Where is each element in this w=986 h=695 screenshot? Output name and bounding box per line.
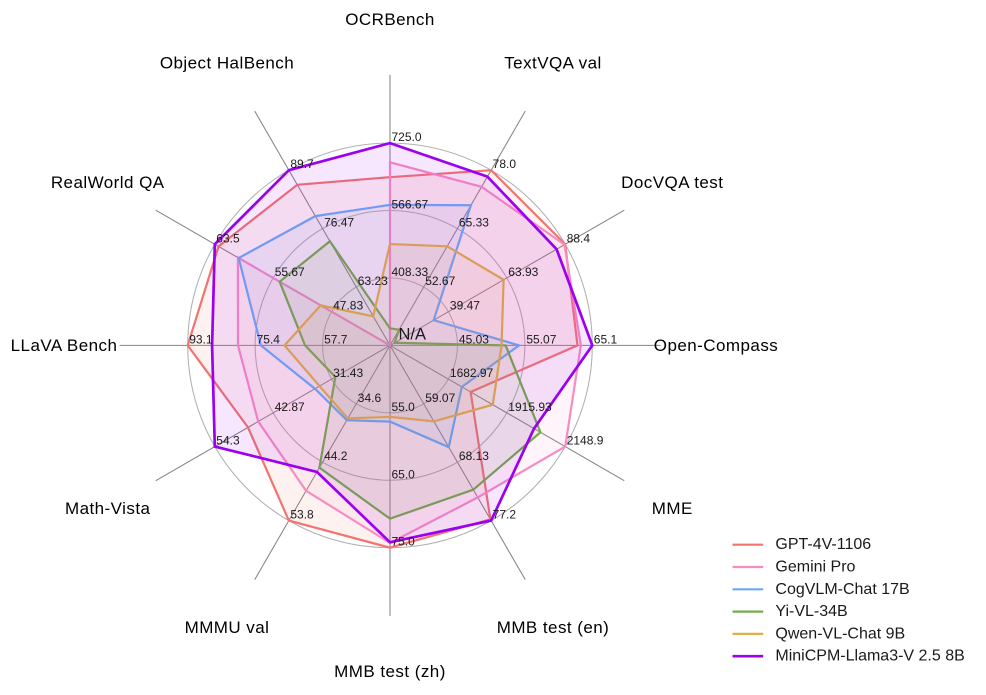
svg-text:54.3: 54.3 [216, 434, 240, 448]
svg-text:LLaVA Bench: LLaVA Bench [11, 336, 118, 355]
svg-text:RealWorld QA: RealWorld QA [51, 173, 165, 192]
svg-text:Yi-VL-34B: Yi-VL-34B [775, 603, 847, 620]
svg-text:MMB test (en): MMB test (en) [497, 618, 610, 637]
svg-text:Gemini Pro: Gemini Pro [775, 559, 855, 576]
svg-text:GPT-4V-1106: GPT-4V-1106 [775, 536, 871, 553]
svg-text:DocVQA test: DocVQA test [621, 173, 723, 192]
svg-text:93.1: 93.1 [189, 332, 213, 346]
svg-text:408.33: 408.33 [392, 265, 429, 279]
svg-text:65.33: 65.33 [459, 216, 489, 230]
svg-text:TextVQA val: TextVQA val [504, 54, 602, 73]
svg-text:55.07: 55.07 [526, 332, 556, 346]
svg-text:88.4: 88.4 [567, 231, 591, 245]
svg-text:59.07: 59.07 [425, 391, 455, 405]
svg-text:34.6: 34.6 [358, 391, 382, 405]
svg-text:Open-Compass: Open-Compass [654, 336, 778, 355]
svg-text:76.47: 76.47 [324, 216, 354, 230]
svg-text:2148.9: 2148.9 [567, 434, 604, 448]
svg-text:Math-Vista: Math-Vista [65, 499, 151, 518]
svg-text:Object HalBench: Object HalBench [160, 54, 294, 73]
svg-text:47.83: 47.83 [333, 299, 363, 313]
svg-text:44.2: 44.2 [324, 449, 348, 463]
svg-text:65.0: 65.0 [392, 467, 416, 481]
svg-text:53.8: 53.8 [290, 508, 314, 522]
svg-text:1915.93: 1915.93 [508, 400, 552, 414]
svg-text:MMB test (zh): MMB test (zh) [334, 662, 446, 681]
svg-text:Qwen-VL-Chat 9B: Qwen-VL-Chat 9B [775, 625, 905, 642]
svg-text:45.03: 45.03 [459, 332, 489, 346]
svg-text:566.67: 566.67 [392, 198, 429, 212]
svg-text:42.87: 42.87 [275, 400, 305, 414]
svg-text:MMMU val: MMMU val [185, 618, 270, 637]
svg-text:57.7: 57.7 [324, 332, 348, 346]
svg-text:55.67: 55.67 [275, 265, 305, 279]
svg-text:39.47: 39.47 [450, 299, 480, 313]
svg-text:MiniCPM-Llama3-V 2.5 8B: MiniCPM-Llama3-V 2.5 8B [775, 648, 964, 665]
svg-text:63.5: 63.5 [216, 231, 240, 245]
svg-text:63.93: 63.93 [508, 265, 538, 279]
svg-text:77.2: 77.2 [493, 508, 517, 522]
svg-text:75.0: 75.0 [392, 535, 416, 549]
svg-text:63.23: 63.23 [358, 274, 388, 288]
svg-text:75.4: 75.4 [257, 332, 281, 346]
svg-text:89.7: 89.7 [290, 157, 314, 171]
svg-text:78.0: 78.0 [493, 157, 517, 171]
svg-text:1682.97: 1682.97 [450, 366, 494, 380]
svg-text:68.13: 68.13 [459, 449, 489, 463]
svg-text:CogVLM-Chat 17B: CogVLM-Chat 17B [775, 581, 909, 598]
svg-text:65.1: 65.1 [594, 332, 618, 346]
svg-text:OCRBench: OCRBench [345, 10, 435, 29]
svg-text:725.0: 725.0 [392, 130, 422, 144]
svg-text:55.0: 55.0 [392, 400, 416, 414]
svg-text:31.43: 31.43 [333, 366, 363, 380]
svg-text:52.67: 52.67 [425, 274, 455, 288]
svg-text:N/A: N/A [399, 325, 427, 343]
svg-text:MME: MME [652, 499, 693, 518]
